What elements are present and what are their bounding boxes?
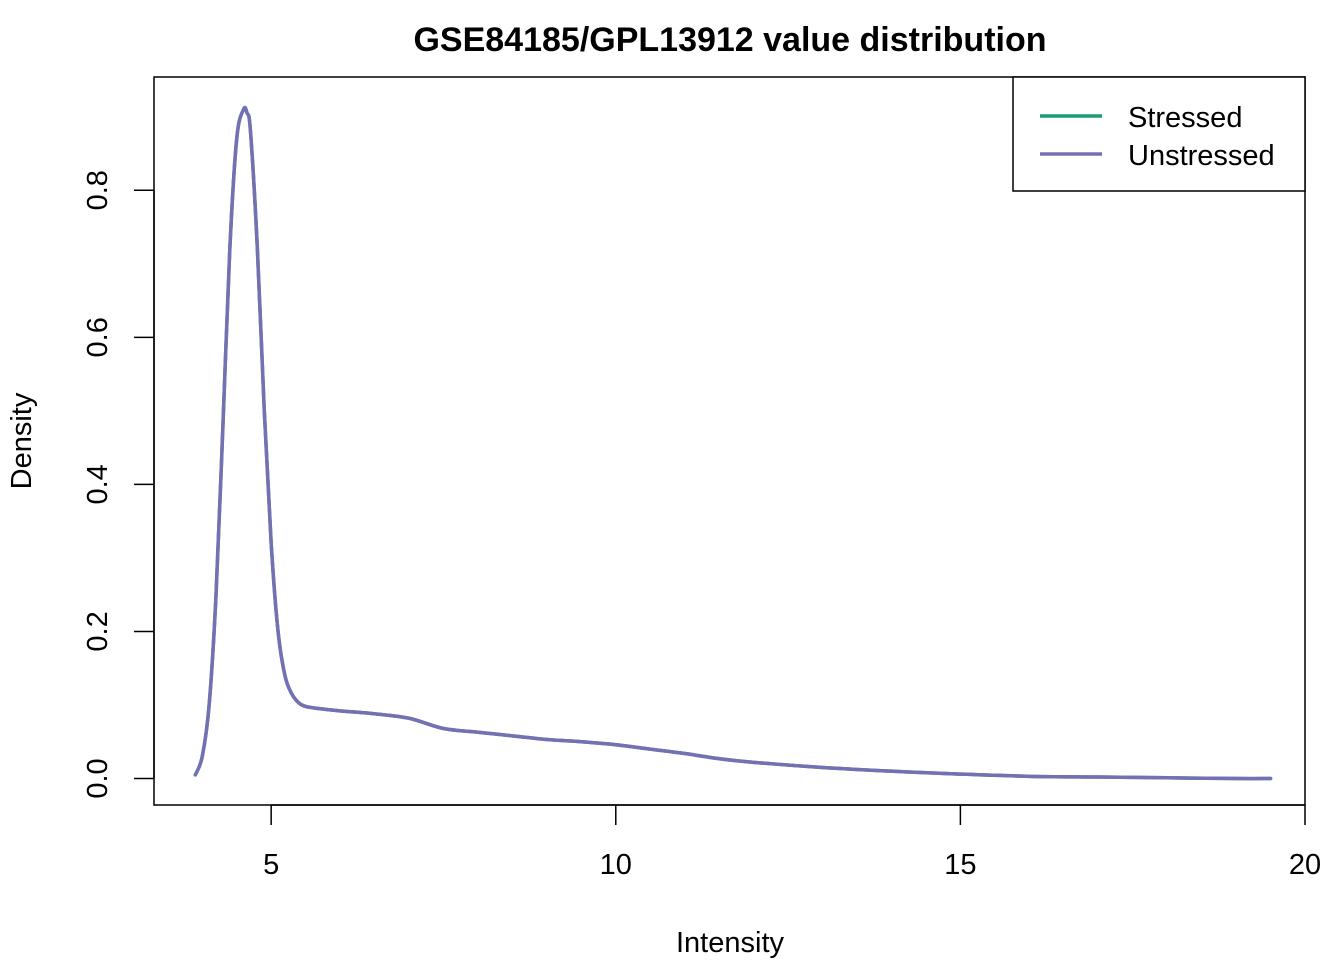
y-tick-label: 0.0 — [82, 758, 114, 798]
legend-label-unstressed: Unstressed — [1128, 140, 1275, 172]
x-axis-label: Intensity — [676, 927, 784, 959]
chart-title: GSE84185/GPL13912 value distribution — [413, 21, 1046, 59]
x-tick-label: 10 — [600, 849, 632, 881]
y-tick-label: 0.8 — [82, 170, 114, 210]
y-tick-label: 0.2 — [82, 611, 114, 651]
legend: Stressed Unstressed — [1012, 76, 1306, 192]
y-axis: 0.0 0.2 0.4 0.6 0.8 — [82, 170, 155, 799]
legend-box — [1012, 76, 1306, 192]
x-axis: 5 10 15 20 — [263, 804, 1321, 881]
x-tick-label: 15 — [944, 849, 976, 881]
x-tick-label: 20 — [1289, 849, 1321, 881]
series-line-unstressed — [193, 105, 1273, 781]
y-tick-label: 0.6 — [82, 317, 114, 357]
legend-label-stressed: Stressed — [1128, 102, 1242, 134]
y-tick-label: 0.4 — [82, 464, 114, 504]
x-tick-label: 5 — [263, 849, 279, 881]
series-layer — [193, 105, 1273, 781]
y-axis-label: Density — [6, 392, 38, 489]
